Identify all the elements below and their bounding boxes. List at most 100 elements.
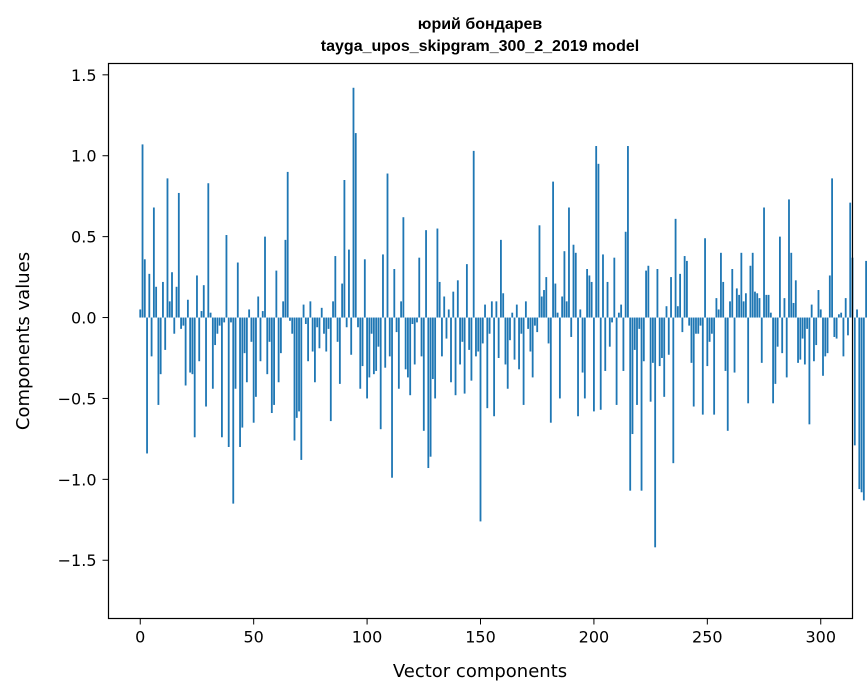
bar bbox=[397, 317, 400, 389]
bar bbox=[647, 265, 650, 318]
bar bbox=[774, 317, 777, 384]
bar bbox=[604, 317, 607, 371]
bar bbox=[232, 317, 235, 504]
bar bbox=[695, 317, 697, 334]
bar bbox=[404, 317, 407, 370]
bar bbox=[552, 181, 554, 318]
bar bbox=[617, 312, 620, 318]
bar bbox=[266, 317, 269, 375]
bar bbox=[304, 317, 307, 325]
bar bbox=[279, 317, 282, 354]
bar bbox=[661, 317, 663, 358]
bar bbox=[468, 317, 471, 350]
bar bbox=[223, 317, 226, 323]
bar bbox=[375, 317, 378, 371]
bar bbox=[465, 264, 468, 318]
bar bbox=[674, 218, 677, 318]
y-axis-ticks: −1.5 −1.0 −0.5 0.0 0.5 1.0 1.5 bbox=[58, 66, 109, 570]
bar bbox=[642, 317, 645, 362]
bar bbox=[715, 298, 718, 318]
bar bbox=[581, 317, 584, 373]
bar bbox=[828, 275, 831, 318]
bar bbox=[273, 317, 275, 405]
bar bbox=[463, 317, 466, 394]
bar bbox=[767, 294, 770, 318]
bar bbox=[554, 283, 557, 318]
y-tick-label: 0.0 bbox=[71, 309, 96, 328]
bar bbox=[520, 317, 523, 334]
bar bbox=[470, 317, 473, 381]
bar bbox=[343, 180, 346, 318]
bar bbox=[295, 317, 298, 418]
bar bbox=[756, 293, 759, 318]
bar bbox=[264, 236, 266, 318]
bar bbox=[754, 291, 756, 318]
bar bbox=[529, 317, 532, 352]
bar bbox=[171, 272, 173, 318]
bar bbox=[522, 317, 525, 405]
bar bbox=[359, 317, 362, 389]
x-tick-label: 250 bbox=[692, 628, 723, 647]
bar bbox=[568, 207, 570, 318]
bar bbox=[300, 317, 303, 460]
bar bbox=[765, 294, 768, 318]
bar bbox=[368, 317, 371, 378]
bar bbox=[613, 257, 616, 318]
bar bbox=[325, 317, 328, 352]
bar bbox=[382, 254, 384, 318]
bar bbox=[534, 317, 536, 326]
bar bbox=[236, 262, 239, 318]
bar bbox=[186, 299, 189, 318]
bar bbox=[506, 317, 509, 389]
bar bbox=[445, 317, 448, 339]
bar bbox=[824, 317, 827, 357]
bar bbox=[479, 317, 482, 522]
bar bbox=[688, 317, 691, 326]
bar bbox=[481, 317, 484, 344]
x-tick-label: 100 bbox=[352, 628, 383, 647]
bar bbox=[710, 317, 713, 334]
bar bbox=[769, 312, 772, 318]
bar bbox=[309, 301, 312, 318]
bar bbox=[175, 286, 178, 318]
bar bbox=[862, 317, 865, 501]
bar bbox=[549, 317, 552, 423]
bar bbox=[427, 317, 430, 469]
bar bbox=[270, 317, 273, 414]
bar bbox=[277, 317, 280, 383]
bar bbox=[443, 296, 446, 318]
bar bbox=[760, 317, 763, 363]
bar bbox=[651, 317, 654, 363]
bar bbox=[350, 317, 353, 355]
bar bbox=[395, 317, 398, 333]
bar bbox=[504, 317, 507, 365]
bar bbox=[865, 260, 867, 318]
y-tick-label: −0.5 bbox=[58, 389, 97, 408]
bar bbox=[357, 317, 359, 328]
bar bbox=[799, 317, 802, 360]
bar bbox=[391, 317, 393, 478]
bar bbox=[157, 317, 160, 405]
bar bbox=[683, 256, 686, 318]
bar bbox=[202, 285, 205, 318]
bar bbox=[422, 317, 425, 431]
bar bbox=[733, 317, 736, 373]
bar bbox=[797, 317, 799, 363]
bar bbox=[815, 317, 818, 346]
bar bbox=[729, 301, 731, 318]
bar bbox=[289, 317, 291, 321]
bar bbox=[667, 317, 670, 355]
bar bbox=[200, 311, 203, 318]
bar bbox=[218, 317, 221, 326]
bar bbox=[429, 317, 432, 457]
bar bbox=[638, 317, 641, 329]
bar bbox=[801, 317, 804, 339]
bar bbox=[327, 317, 330, 329]
bar bbox=[515, 304, 518, 318]
bar bbox=[388, 317, 391, 357]
bar bbox=[706, 317, 709, 367]
bar bbox=[788, 199, 790, 318]
bar bbox=[790, 252, 793, 318]
bar bbox=[593, 317, 595, 412]
bar bbox=[293, 317, 296, 441]
